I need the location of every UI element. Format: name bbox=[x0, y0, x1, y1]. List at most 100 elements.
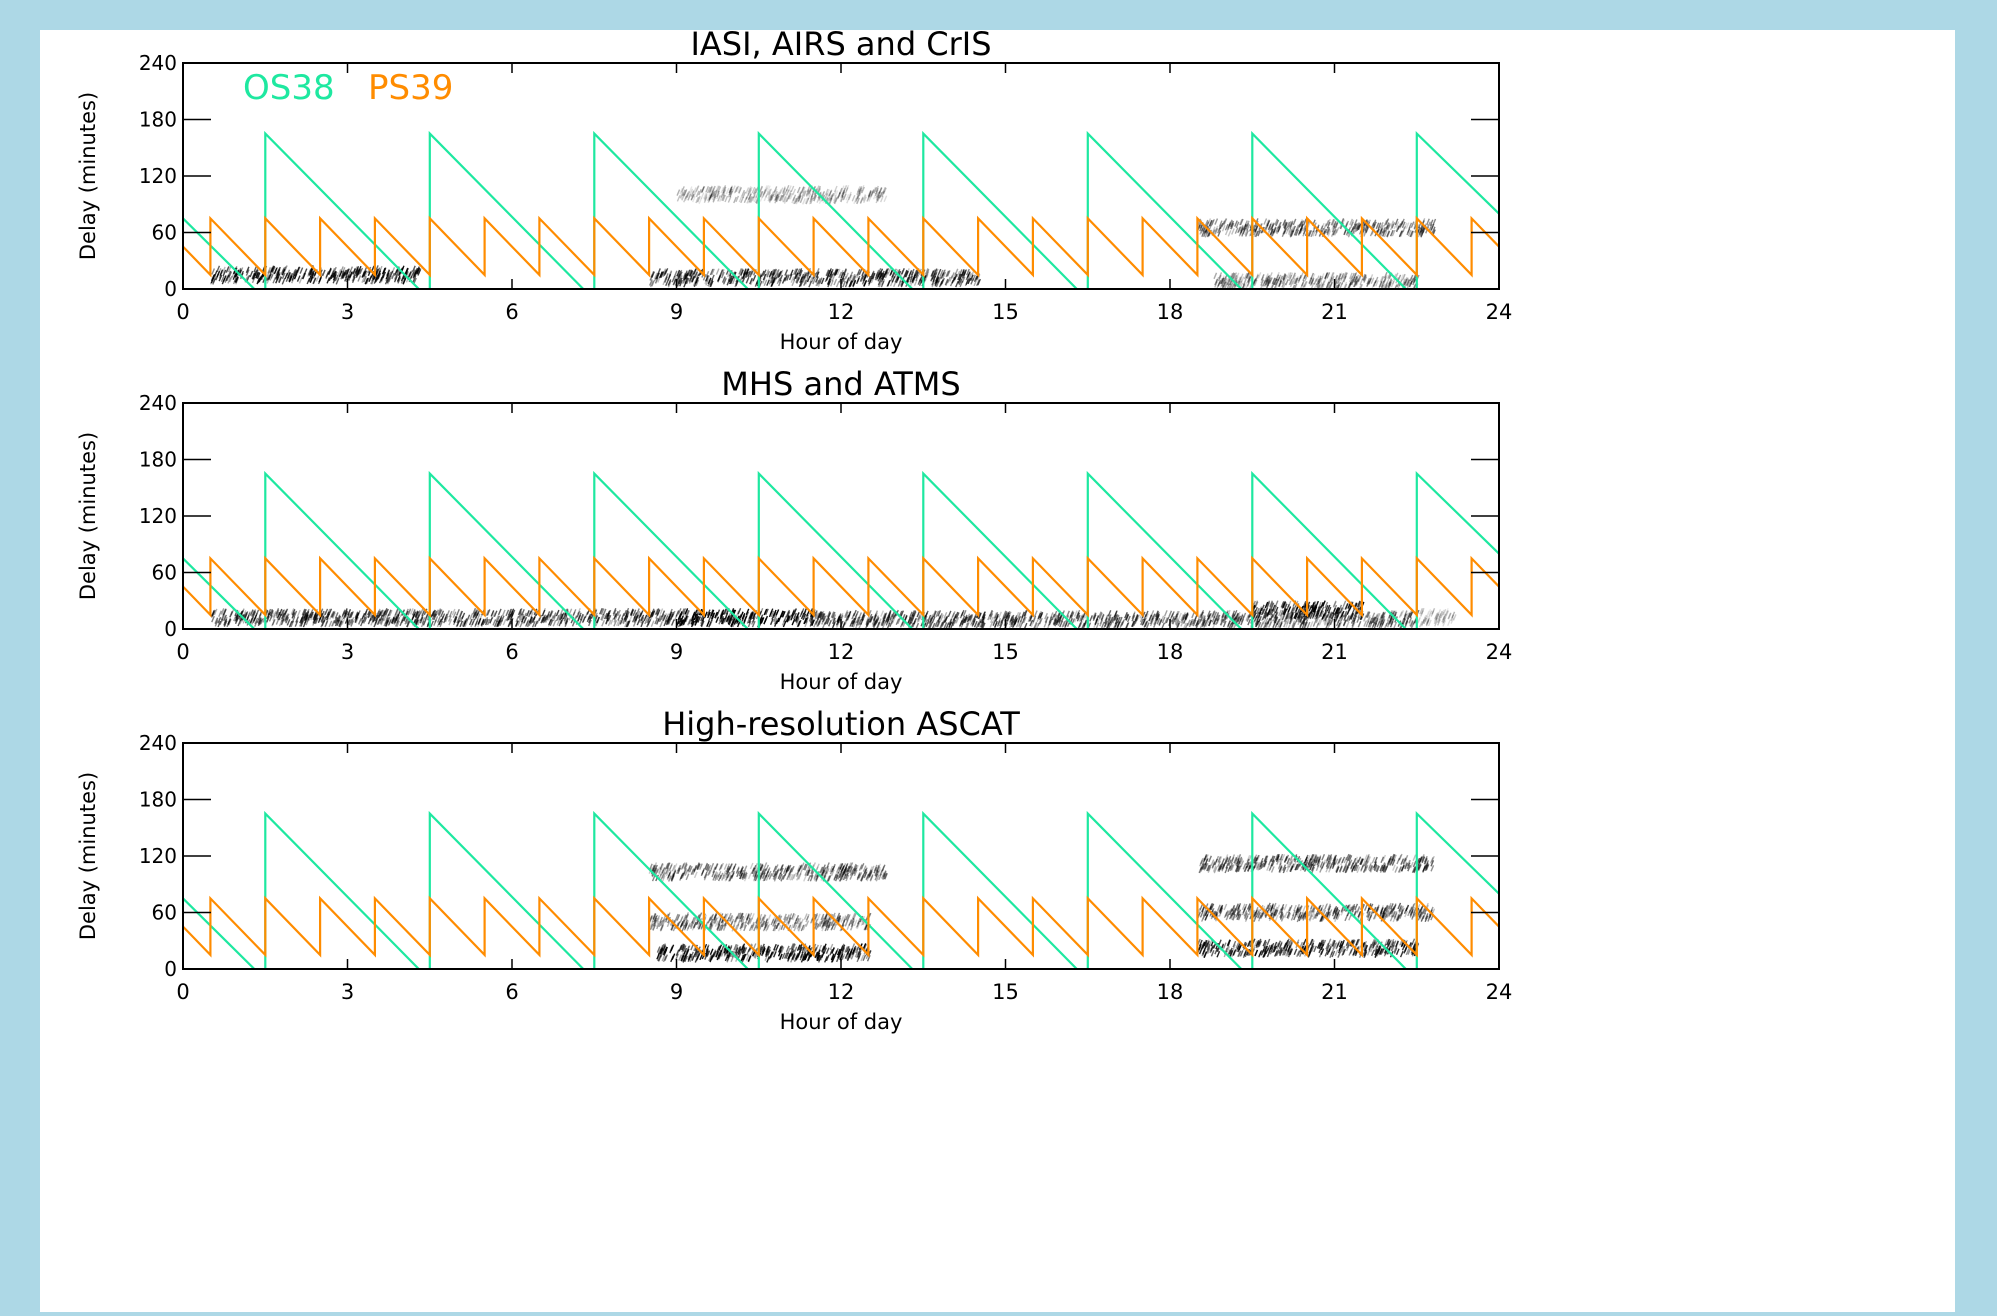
observation-mark bbox=[857, 278, 860, 284]
observation-mark bbox=[651, 621, 654, 627]
observation-mark bbox=[503, 619, 506, 625]
observation-mark bbox=[956, 281, 959, 287]
observation-mark bbox=[316, 275, 319, 281]
observation-mark bbox=[1214, 273, 1217, 279]
observation-mark bbox=[753, 275, 756, 281]
y-axis-label: Delay (minutes) bbox=[76, 432, 100, 600]
observation-mark bbox=[392, 273, 395, 279]
observation-mark bbox=[480, 613, 483, 619]
observation-mark bbox=[602, 620, 605, 626]
observation-mark bbox=[358, 275, 361, 281]
x-tick-label: 18 bbox=[1157, 640, 1184, 664]
x-tick-label: 15 bbox=[992, 640, 1019, 664]
observation-mark bbox=[1264, 219, 1267, 225]
observation-mark bbox=[804, 875, 807, 881]
observation-mark bbox=[215, 271, 218, 277]
observation-mark bbox=[884, 196, 887, 202]
observation-mark bbox=[746, 277, 749, 283]
observation-mark bbox=[725, 196, 728, 202]
x-tick-label: 0 bbox=[176, 640, 189, 664]
observation-mark bbox=[767, 280, 770, 286]
observation-mark bbox=[1035, 611, 1038, 617]
observation-mark bbox=[1162, 623, 1165, 629]
x-tick-label: 15 bbox=[992, 300, 1019, 324]
chart-title: IASI, AIRS and CrIS bbox=[690, 30, 991, 63]
observation-mark bbox=[817, 864, 820, 870]
observation-mark bbox=[834, 279, 837, 285]
y-tick-label: 60 bbox=[152, 221, 177, 245]
observation-mark bbox=[749, 873, 752, 879]
plot-area bbox=[183, 814, 1499, 969]
chart-title: MHS and ATMS bbox=[721, 365, 960, 403]
observation-mark bbox=[1179, 613, 1182, 619]
x-tick-label: 21 bbox=[1321, 640, 1348, 664]
observation-mark bbox=[771, 619, 774, 625]
observation-mark bbox=[837, 281, 840, 287]
observation-mark bbox=[273, 277, 276, 283]
observation-mark bbox=[553, 620, 556, 626]
observation-mark bbox=[660, 621, 663, 627]
observation-mark bbox=[300, 268, 303, 274]
x-tick-label: 21 bbox=[1321, 300, 1348, 324]
series-line bbox=[183, 134, 1499, 289]
observation-mark bbox=[818, 914, 821, 920]
observation-mark bbox=[686, 874, 689, 880]
observation-mark bbox=[1313, 621, 1316, 627]
x-tick-label: 24 bbox=[1486, 300, 1513, 324]
axes-frame bbox=[183, 403, 1499, 629]
observation-band bbox=[1143, 610, 1419, 629]
y-tick-label: 240 bbox=[139, 391, 177, 415]
observation-mark bbox=[1169, 611, 1172, 617]
x-tick-label: 18 bbox=[1157, 300, 1184, 324]
observation-mark bbox=[359, 618, 362, 624]
x-tick-label: 12 bbox=[828, 300, 855, 324]
observation-mark bbox=[1360, 279, 1363, 285]
observation-mark bbox=[999, 612, 1002, 618]
observation-mark bbox=[744, 197, 747, 203]
x-tick-label: 6 bbox=[505, 640, 518, 664]
x-tick-label: 6 bbox=[505, 300, 518, 324]
observation-mark bbox=[499, 609, 502, 615]
x-tick-label: 3 bbox=[341, 300, 354, 324]
observation-mark bbox=[926, 611, 929, 617]
observation-mark bbox=[734, 197, 737, 203]
observation-band bbox=[649, 862, 887, 881]
y-axis-label: Delay (minutes) bbox=[76, 92, 100, 260]
observation-mark bbox=[803, 198, 806, 204]
observation-mark bbox=[823, 622, 826, 628]
observation-mark bbox=[695, 872, 698, 878]
y-tick-label: 120 bbox=[139, 504, 177, 528]
observation-band bbox=[677, 608, 816, 627]
observation-mark bbox=[622, 613, 625, 619]
observation-mark bbox=[297, 276, 300, 282]
plot-area bbox=[183, 134, 1499, 291]
y-tick-label: 120 bbox=[139, 164, 177, 188]
observation-mark bbox=[431, 621, 434, 627]
observation-band bbox=[814, 610, 1145, 629]
observation-mark bbox=[724, 864, 727, 870]
x-axis-label: Hour of day bbox=[780, 670, 903, 694]
observation-mark bbox=[711, 863, 714, 869]
observation-mark bbox=[298, 610, 301, 616]
x-tick-label: 9 bbox=[670, 640, 683, 664]
observation-mark bbox=[736, 196, 739, 202]
observation-mark bbox=[1232, 228, 1235, 234]
observation-mark bbox=[323, 270, 326, 276]
observation-band bbox=[1417, 608, 1456, 627]
observation-mark bbox=[1358, 621, 1361, 627]
observation-mark bbox=[791, 186, 794, 192]
observation-mark bbox=[1215, 219, 1218, 225]
observation-mark bbox=[611, 618, 614, 624]
observation-mark bbox=[852, 195, 855, 201]
observation-mark bbox=[1090, 615, 1093, 621]
observation-mark bbox=[881, 611, 884, 617]
observation-mark bbox=[716, 269, 719, 275]
x-tick-label: 0 bbox=[176, 300, 189, 324]
y-tick-label: 240 bbox=[139, 51, 177, 75]
observation-mark bbox=[677, 195, 680, 201]
observation-mark bbox=[250, 271, 253, 277]
observation-mark bbox=[1228, 230, 1231, 236]
